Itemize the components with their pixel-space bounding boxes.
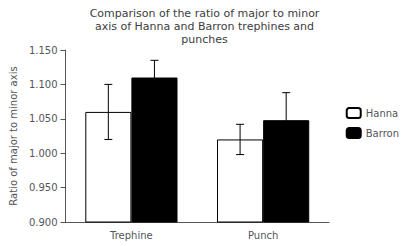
svg-text:Ratio of major to minor axis: Ratio of major to minor axis xyxy=(8,66,19,205)
svg-text:Barron: Barron xyxy=(366,128,399,139)
svg-text:Comparison of the ratio of maj: Comparison of the ratio of major to mino… xyxy=(90,7,320,20)
svg-text:Trephine: Trephine xyxy=(109,230,153,241)
svg-text:1.150: 1.150 xyxy=(29,45,58,56)
svg-text:1.100: 1.100 xyxy=(29,79,58,90)
svg-text:0.950: 0.950 xyxy=(29,182,58,193)
svg-text:punches: punches xyxy=(181,33,228,46)
svg-text:axis of Hanna and Barron treph: axis of Hanna and Barron trephines and xyxy=(95,20,314,33)
svg-text:Punch: Punch xyxy=(248,230,278,241)
svg-text:1.050: 1.050 xyxy=(29,113,58,124)
svg-text:0.900: 0.900 xyxy=(29,217,58,228)
svg-text:Hanna: Hanna xyxy=(366,108,398,119)
svg-text:1.000: 1.000 xyxy=(29,148,58,159)
